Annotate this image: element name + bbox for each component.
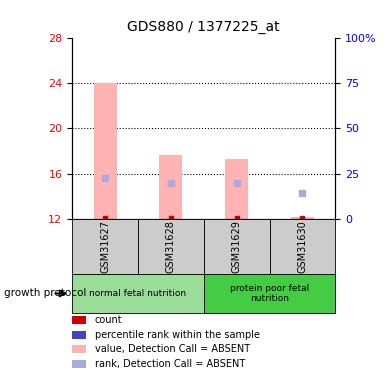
Bar	[160, 154, 183, 219]
Text: rank, Detection Call = ABSENT: rank, Detection Call = ABSENT	[95, 359, 245, 369]
Text: value, Detection Call = ABSENT: value, Detection Call = ABSENT	[95, 345, 250, 354]
Bar	[291, 217, 314, 219]
Bar	[72, 345, 86, 354]
Text: count: count	[95, 315, 122, 326]
Bar	[72, 219, 138, 274]
Bar	[72, 331, 86, 339]
Bar	[94, 83, 117, 219]
Bar	[269, 219, 335, 274]
Bar	[72, 360, 86, 368]
Bar	[225, 159, 248, 219]
Text: growth protocol: growth protocol	[4, 288, 86, 298]
Bar	[204, 274, 335, 313]
Title: GDS880 / 1377225_at: GDS880 / 1377225_at	[128, 20, 280, 34]
Text: protein poor fetal
nutrition: protein poor fetal nutrition	[230, 284, 309, 303]
Bar	[138, 219, 204, 274]
Text: normal fetal nutrition: normal fetal nutrition	[89, 289, 186, 298]
Bar	[72, 274, 204, 313]
Bar	[72, 316, 86, 324]
Text: GSM31629: GSM31629	[232, 220, 242, 273]
Bar	[204, 219, 269, 274]
Text: GSM31627: GSM31627	[100, 220, 110, 273]
Text: GSM31630: GSM31630	[298, 220, 307, 273]
Text: percentile rank within the sample: percentile rank within the sample	[95, 330, 260, 340]
Text: GSM31628: GSM31628	[166, 220, 176, 273]
